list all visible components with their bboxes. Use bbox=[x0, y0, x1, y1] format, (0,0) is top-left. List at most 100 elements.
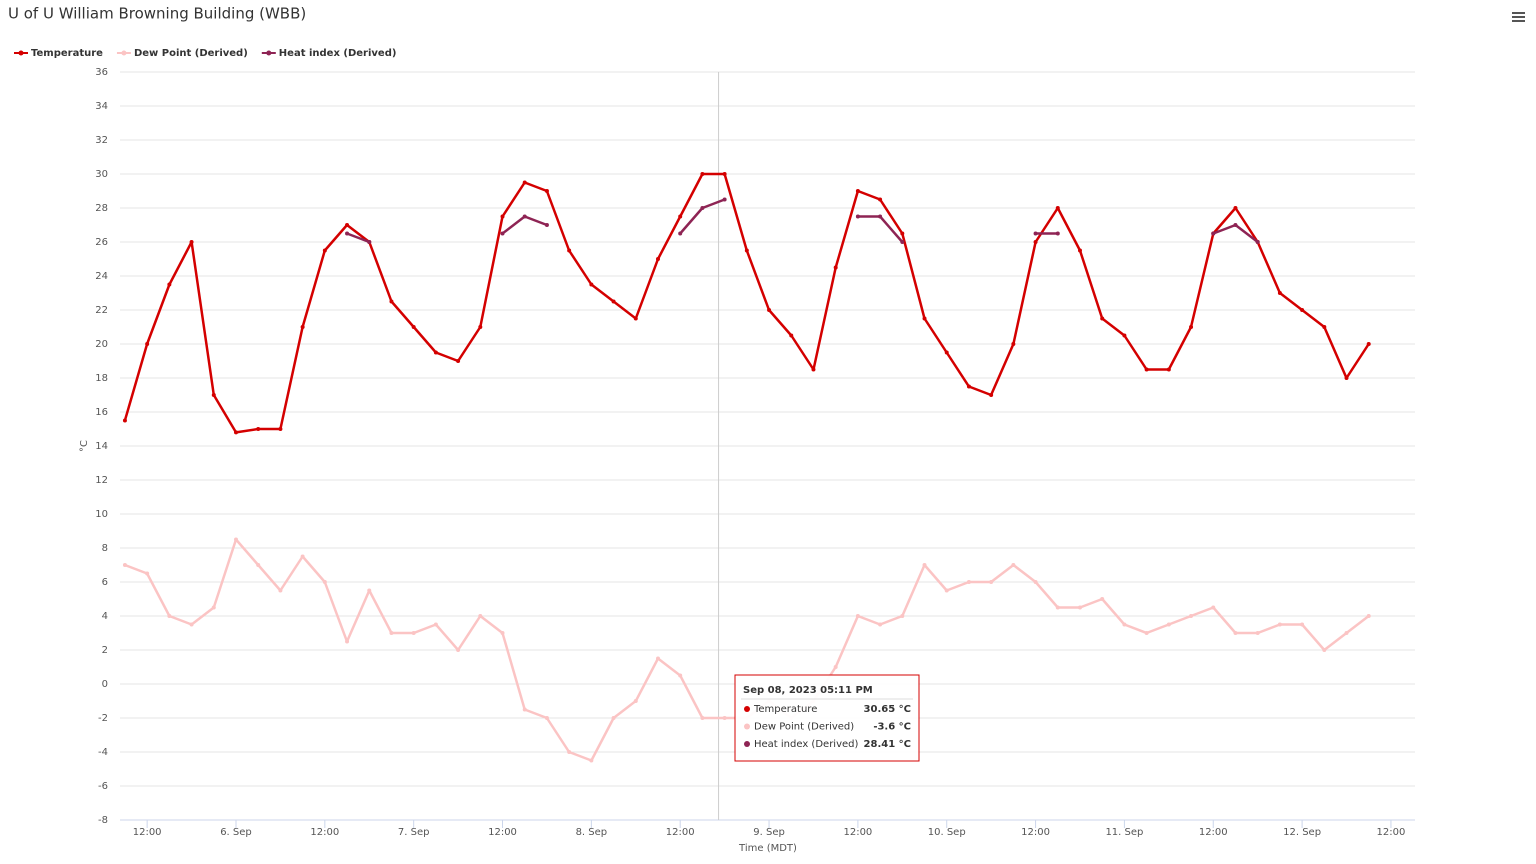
data-point bbox=[478, 325, 483, 329]
legend-marker bbox=[266, 50, 272, 56]
data-point bbox=[789, 333, 794, 338]
data-point bbox=[878, 622, 883, 627]
data-point bbox=[1100, 597, 1105, 601]
data-point bbox=[678, 231, 683, 236]
data-point bbox=[345, 231, 350, 236]
tooltip-marker bbox=[744, 723, 750, 730]
data-point bbox=[1033, 240, 1038, 244]
data-point bbox=[567, 248, 572, 253]
legend-item[interactable]: Dew Point (Derived) bbox=[116, 48, 248, 59]
data-point bbox=[944, 350, 949, 355]
y-tick-label: 30 bbox=[95, 169, 108, 180]
data-point bbox=[700, 716, 705, 720]
data-point bbox=[1033, 580, 1038, 584]
x-tick-label: 12:00 bbox=[1021, 827, 1050, 838]
y-tick-label: 20 bbox=[95, 339, 108, 350]
tooltip-value: 28.41 °C bbox=[864, 739, 911, 750]
y-tick-label: 14 bbox=[95, 441, 108, 452]
data-point bbox=[1144, 367, 1149, 372]
y-tick-label: 16 bbox=[95, 407, 108, 418]
series-line bbox=[346, 198, 1259, 244]
data-point bbox=[989, 393, 994, 397]
data-point bbox=[1233, 631, 1238, 635]
x-tick-label: 7. Sep bbox=[398, 827, 430, 838]
data-point bbox=[522, 180, 527, 185]
data-point bbox=[589, 758, 594, 763]
series-line bbox=[123, 172, 1370, 434]
y-tick-label: 12 bbox=[95, 475, 108, 486]
data-point bbox=[1189, 325, 1194, 329]
data-point bbox=[122, 563, 127, 567]
data-point bbox=[633, 699, 638, 703]
data-point bbox=[1255, 631, 1260, 635]
x-tick-label: 6. Sep bbox=[220, 827, 252, 838]
data-point bbox=[922, 563, 927, 567]
y-tick-label: 24 bbox=[95, 271, 108, 282]
data-point bbox=[211, 393, 216, 397]
data-point bbox=[678, 673, 683, 678]
y-tick-label: 0 bbox=[102, 679, 108, 690]
data-point bbox=[966, 580, 971, 584]
data-point bbox=[1011, 342, 1016, 346]
data-point bbox=[744, 248, 749, 253]
data-point bbox=[1344, 631, 1349, 635]
x-tick-label: 12:00 bbox=[843, 827, 872, 838]
data-point bbox=[655, 257, 660, 261]
data-point bbox=[256, 563, 261, 567]
y-tick-label: -8 bbox=[98, 815, 108, 826]
data-point bbox=[989, 580, 994, 584]
x-tick-label: 11. Sep bbox=[1105, 827, 1143, 838]
data-point bbox=[145, 571, 150, 576]
legend-label: Dew Point (Derived) bbox=[134, 48, 248, 59]
y-tick-label: 2 bbox=[102, 645, 108, 656]
data-point bbox=[233, 537, 238, 542]
data-point bbox=[1011, 563, 1016, 567]
y-tick-label: 4 bbox=[102, 611, 108, 622]
data-point bbox=[811, 367, 816, 372]
tooltip-series: Heat index (Derived) bbox=[754, 739, 858, 750]
tooltip-series: Temperature bbox=[753, 704, 817, 715]
data-point bbox=[1366, 614, 1371, 618]
y-tick-label: 28 bbox=[95, 203, 108, 214]
y-axis-title: °C bbox=[79, 440, 90, 452]
data-point bbox=[1077, 248, 1082, 253]
legend-item[interactable]: Heat index (Derived) bbox=[261, 48, 397, 59]
data-point bbox=[589, 282, 594, 287]
chart-title: U of U William Browning Building (WBB) bbox=[8, 5, 306, 23]
data-point bbox=[544, 189, 549, 193]
y-tick-label: 10 bbox=[95, 509, 108, 520]
data-point bbox=[1344, 376, 1349, 380]
y-tick-label: 32 bbox=[95, 135, 108, 146]
data-point bbox=[411, 325, 416, 329]
y-tick-label: 36 bbox=[95, 67, 108, 78]
y-tick-label: -4 bbox=[98, 747, 108, 758]
data-point bbox=[1277, 622, 1282, 627]
data-point bbox=[1322, 648, 1327, 652]
data-point bbox=[966, 384, 971, 389]
tooltip-series: Dew Point (Derived) bbox=[754, 722, 854, 733]
data-point bbox=[300, 554, 305, 559]
legend-item[interactable]: Temperature bbox=[14, 48, 103, 59]
data-point bbox=[878, 197, 883, 202]
data-point bbox=[1233, 206, 1238, 210]
data-point bbox=[1166, 622, 1171, 627]
data-point bbox=[900, 240, 905, 244]
data-point bbox=[322, 580, 327, 584]
data-point bbox=[367, 588, 372, 593]
data-point bbox=[567, 750, 572, 754]
y-tick-label: 34 bbox=[95, 101, 108, 112]
tooltip-value: -3.6 °C bbox=[873, 722, 911, 733]
x-tick-label: 10. Sep bbox=[928, 827, 966, 838]
data-point bbox=[900, 231, 905, 236]
x-tick-label: 12. Sep bbox=[1283, 827, 1321, 838]
data-point bbox=[633, 316, 638, 321]
x-tick-label: 9. Sep bbox=[753, 827, 785, 838]
data-point bbox=[678, 214, 683, 219]
data-point bbox=[1233, 223, 1238, 227]
menu-button[interactable] bbox=[1512, 12, 1525, 22]
tooltip-title: Sep 08, 2023 05:11 PM bbox=[743, 685, 873, 696]
data-point bbox=[233, 430, 238, 435]
tooltip-box bbox=[734, 674, 920, 762]
data-point bbox=[1055, 231, 1060, 236]
